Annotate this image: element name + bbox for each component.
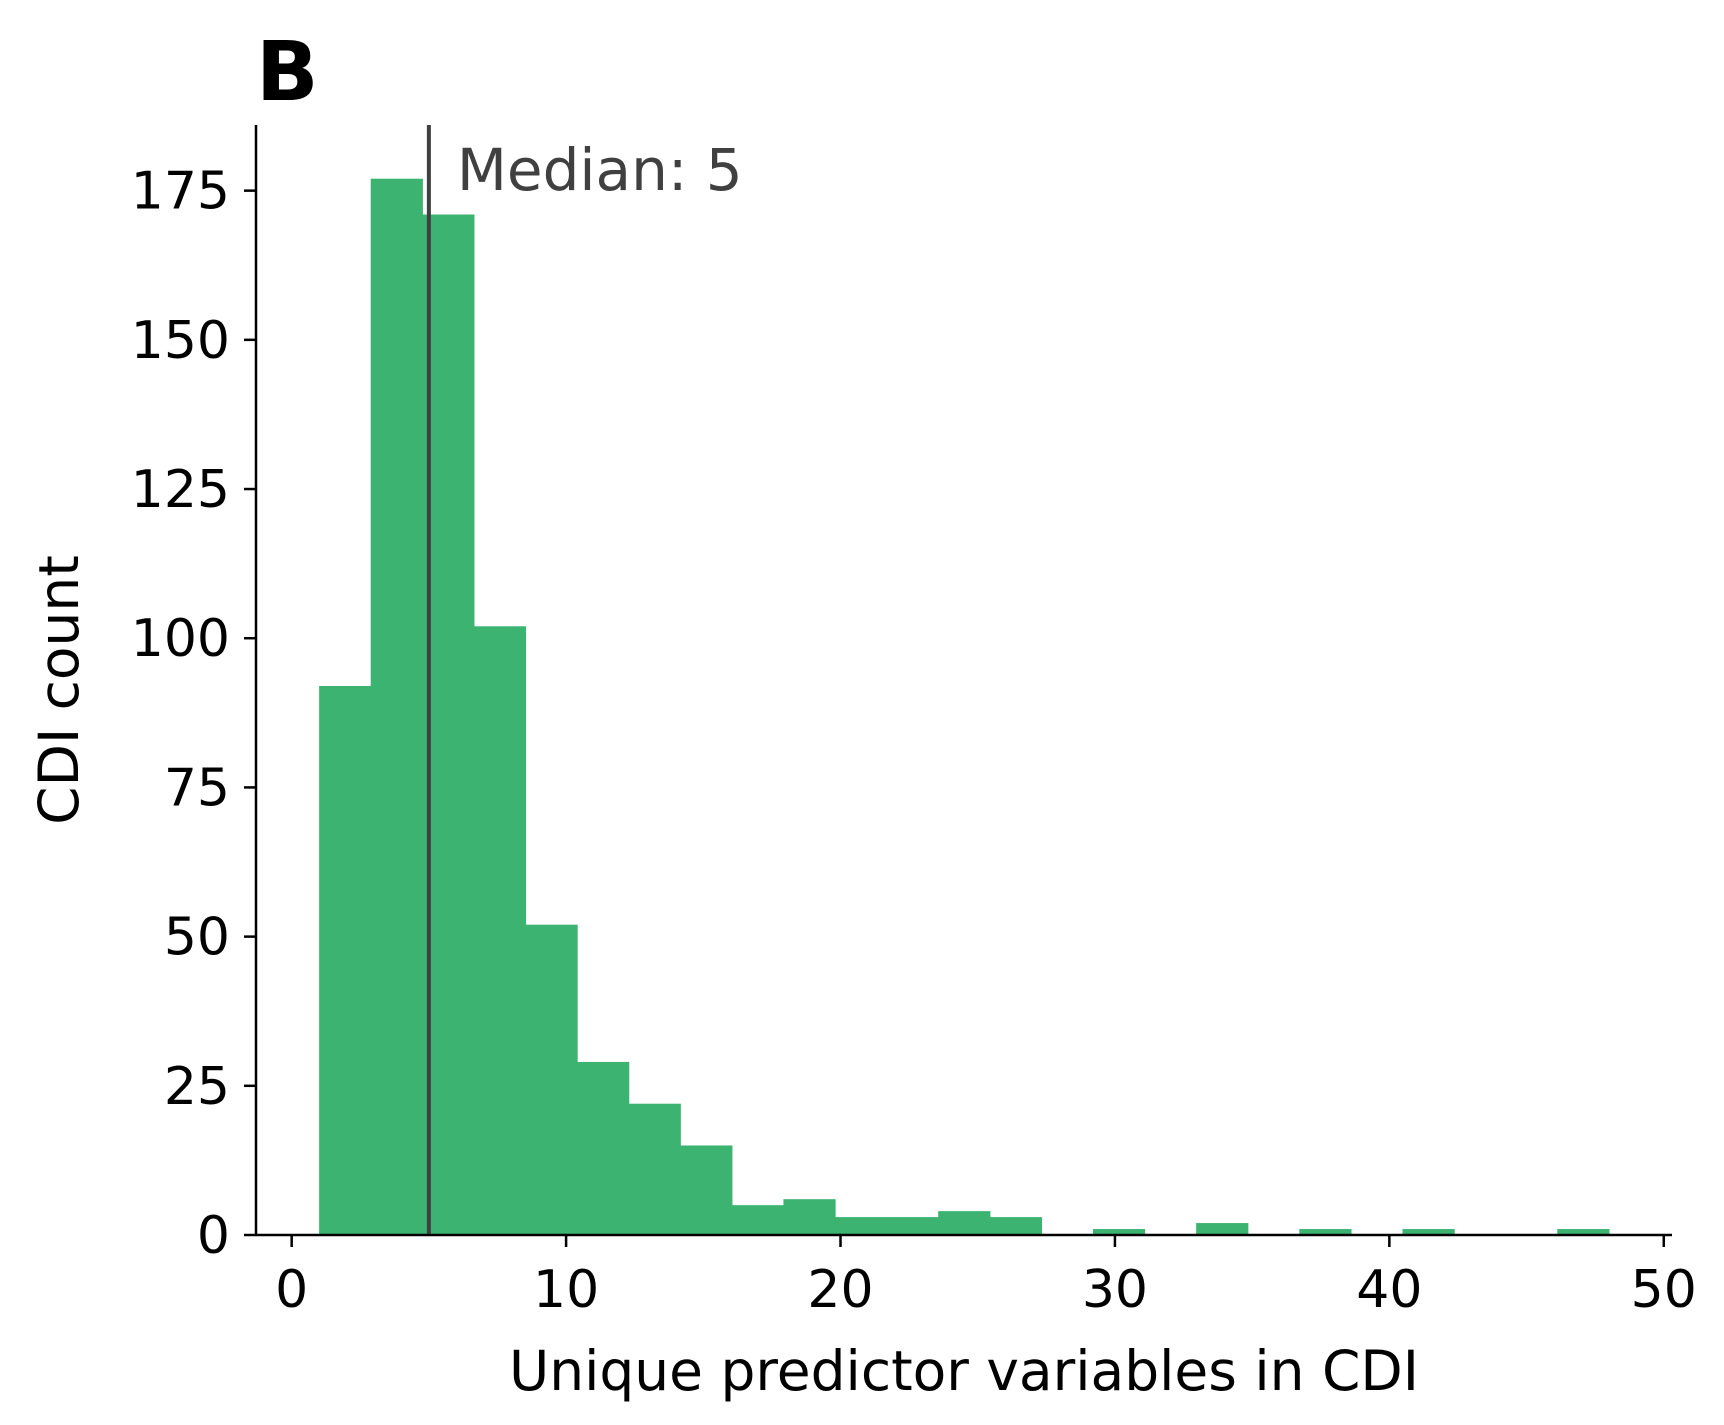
y-tick-label: 150: [131, 311, 230, 371]
y-tick-label: 100: [131, 609, 230, 669]
histogram-bar-17: [1402, 1229, 1455, 1235]
y-tick-label: 125: [131, 460, 230, 520]
x-tick-label: 0: [275, 1260, 308, 1320]
x-tick-label: 40: [1356, 1260, 1422, 1320]
x-tick-label: 50: [1631, 1260, 1697, 1320]
y-axis-ticks: 0 25 50 75 100 125 150 175: [131, 162, 256, 1266]
histogram-bar-9: [783, 1199, 836, 1235]
median-label: Median: 5: [457, 136, 743, 204]
histogram-bar-3: [473, 626, 527, 1235]
histogram-bar-12: [938, 1211, 991, 1235]
panel-label: B: [256, 25, 319, 120]
y-tick-label: 0: [197, 1206, 230, 1266]
histogram-bar-15: [1196, 1223, 1249, 1235]
x-tick-label: 20: [807, 1260, 873, 1320]
histogram-bar-14: [1092, 1229, 1146, 1235]
histogram-bar-4: [525, 924, 578, 1235]
y-tick-label: 25: [164, 1057, 230, 1117]
y-tick-label: 50: [164, 908, 230, 968]
x-tick-label: 10: [533, 1260, 599, 1320]
histogram-bar-0: [319, 685, 372, 1235]
histogram-bar-6: [628, 1103, 681, 1235]
y-tick-label: 175: [131, 162, 230, 222]
y-tick-label: 75: [164, 758, 230, 818]
histogram-bar-2: [422, 214, 475, 1235]
histogram-bar-7: [680, 1145, 733, 1235]
histogram-bar-10: [835, 1217, 888, 1235]
histogram-bar-8: [731, 1205, 785, 1235]
histogram-bars: [319, 178, 1610, 1236]
x-axis-title: Unique predictor variables in CDI: [509, 1339, 1419, 1403]
histogram-bar-1: [370, 178, 423, 1236]
histogram-bar-5: [577, 1061, 630, 1235]
x-tick-label: 30: [1082, 1260, 1148, 1320]
histogram-bar-11: [886, 1217, 939, 1235]
histogram-bar-18: [1557, 1229, 1610, 1235]
y-axis-title: CDI count: [27, 555, 91, 825]
x-axis-ticks: 0 10 20 30 40 50: [275, 1235, 1697, 1320]
histogram-bar-13: [989, 1217, 1042, 1235]
histogram-bar-16: [1299, 1229, 1352, 1235]
